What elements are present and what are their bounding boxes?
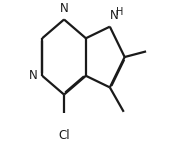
Text: Cl: Cl bbox=[58, 129, 70, 142]
Text: N: N bbox=[60, 2, 68, 15]
Text: N: N bbox=[29, 69, 38, 82]
Text: H: H bbox=[116, 7, 123, 16]
Text: N: N bbox=[110, 9, 119, 22]
